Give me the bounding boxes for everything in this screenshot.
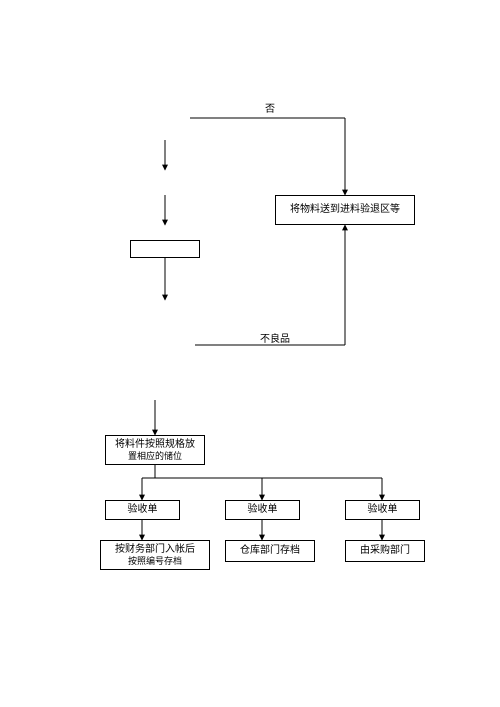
node-warehouse: 仓库部门存档 (225, 540, 315, 562)
node-reject-area-text: 将物料送到进料验退区等 (290, 204, 400, 216)
node-receipt-3: 验收单 (345, 500, 420, 520)
node-purchasing: 由采购部门 (345, 540, 425, 562)
node-receipt-2-text: 验收单 (248, 504, 278, 516)
node-place-material: 将料件按照规格放 置相应的储位 (105, 435, 205, 465)
node-receipt-3-text: 验收单 (368, 504, 398, 516)
node-receipt-2: 验收单 (225, 500, 300, 520)
node-purchasing-text: 由采购部门 (360, 545, 410, 557)
branch-label-no: 否 (255, 100, 285, 115)
flowchart-connectors (0, 0, 500, 707)
node-receipt-1: 验收单 (105, 500, 180, 520)
node-reject-area: 将物料送到进料验退区等 (275, 195, 415, 225)
branch-label-defect: 不良品 (250, 330, 300, 345)
node-place-material-line2: 置相应的储位 (128, 451, 182, 462)
node-finance: 按财务部门入帐后 按照编号存档 (100, 540, 210, 570)
node-empty (130, 240, 200, 258)
node-place-material-line1: 将料件按照规格放 (115, 439, 195, 451)
node-warehouse-text: 仓库部门存档 (240, 545, 300, 557)
node-receipt-1-text: 验收单 (128, 504, 158, 516)
node-finance-line2: 按照编号存档 (128, 556, 182, 567)
node-finance-line1: 按财务部门入帐后 (115, 544, 195, 556)
